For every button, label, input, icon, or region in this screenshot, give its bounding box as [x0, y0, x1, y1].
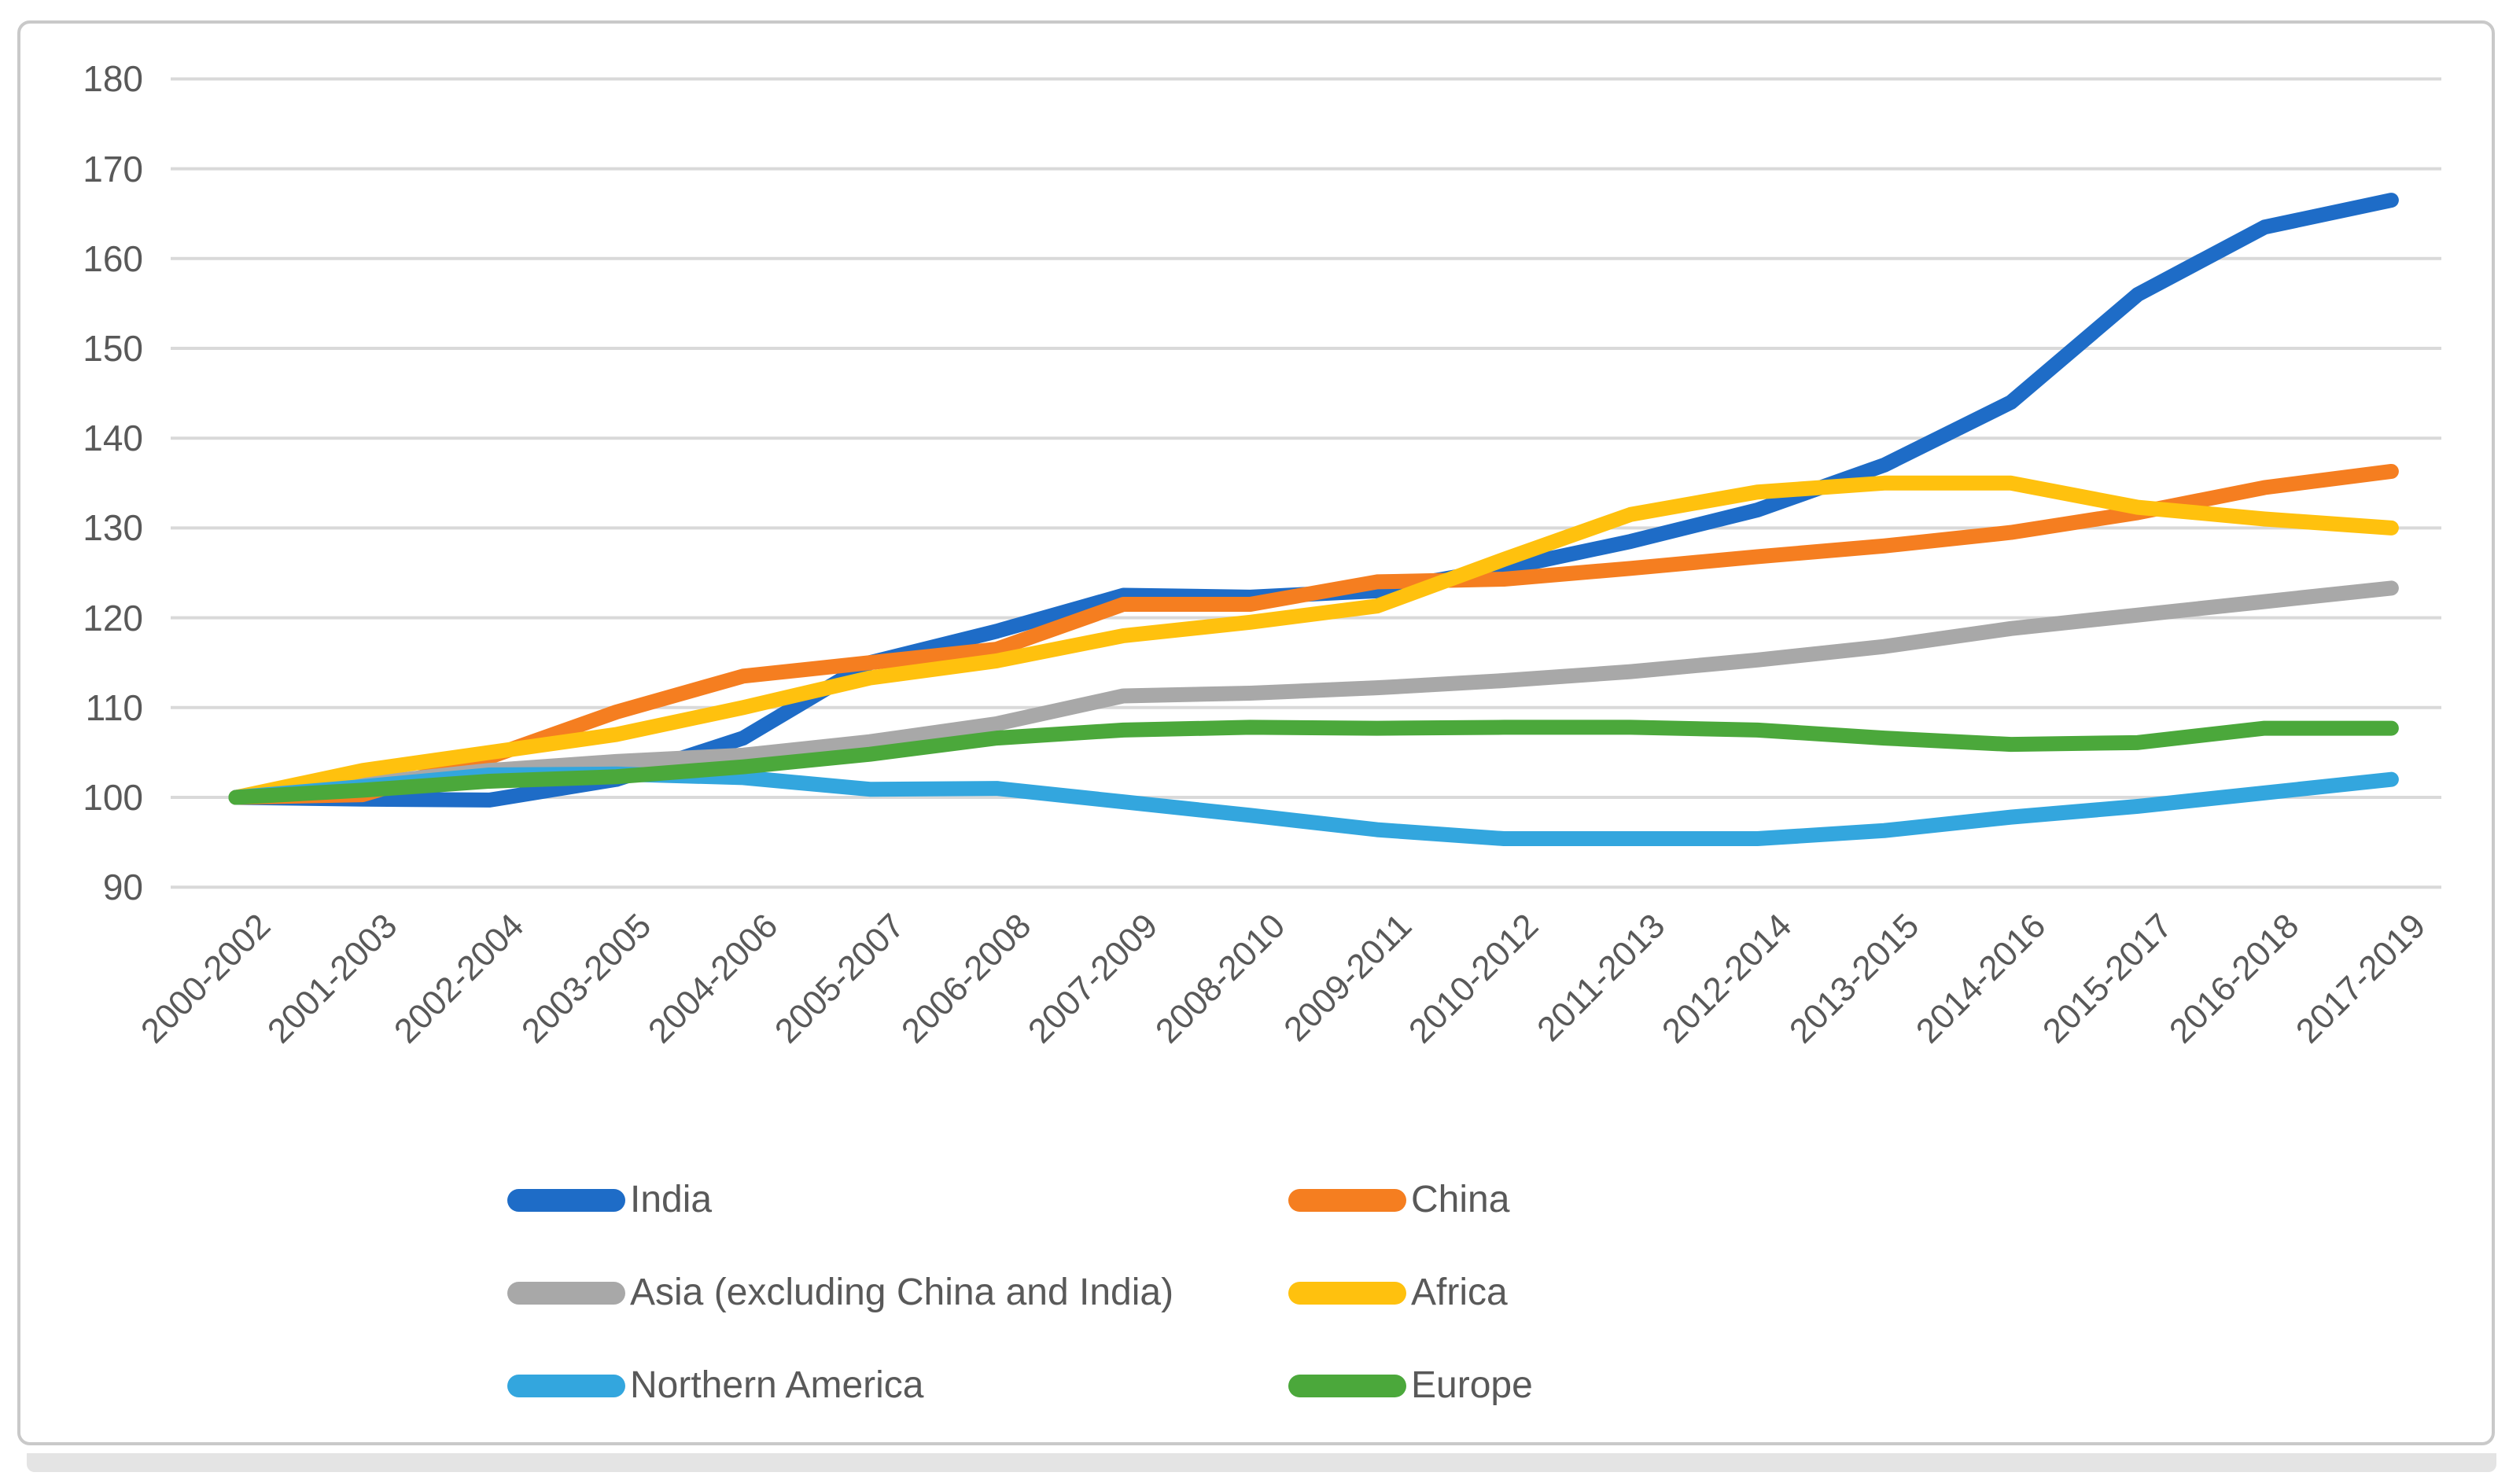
y-axis-label: 130 — [83, 507, 143, 549]
y-axis-label: 110 — [85, 686, 143, 728]
legend-label: Asia (excluding China and India) — [630, 1272, 1174, 1313]
y-axis-label: 100 — [83, 777, 143, 818]
legend-swatch-icon — [507, 1188, 625, 1212]
series-line-china[interactable] — [228, 463, 2399, 805]
legend-swatch-icon — [1288, 1188, 1406, 1212]
legend-swatch-icon — [1288, 1374, 1406, 1397]
legend-item-china[interactable]: China — [1288, 1177, 1509, 1223]
y-axis-label: 160 — [83, 237, 143, 279]
legend-swatch-icon — [507, 1281, 625, 1305]
legend-label: Europe — [1411, 1364, 1533, 1406]
y-axis-label: 180 — [83, 58, 143, 100]
legend-swatch-icon — [1288, 1281, 1406, 1305]
legend-swatch-icon — [507, 1374, 625, 1397]
legend-label: India — [630, 1179, 713, 1220]
y-axis-label: 140 — [83, 418, 143, 459]
series-line-europe[interactable] — [228, 720, 2399, 805]
y-axis-label: 150 — [83, 328, 143, 369]
legend-item-northern-america[interactable]: Northern America — [507, 1363, 923, 1408]
legend-label: Africa — [1411, 1272, 1508, 1313]
legend-item-asia-excluding-china-and-india[interactable]: Asia (excluding China and India) — [507, 1270, 1173, 1316]
legend-item-africa[interactable]: Africa — [1288, 1270, 1508, 1316]
series-line-asia-excluding-china-and-india[interactable] — [228, 580, 2399, 805]
y-axis-label: 120 — [83, 597, 143, 639]
legend-item-europe[interactable]: Europe — [1288, 1363, 1533, 1408]
legend-item-india[interactable]: India — [507, 1177, 712, 1223]
y-axis-label: 90 — [102, 867, 143, 908]
series-line-africa[interactable] — [228, 475, 2399, 805]
legend-label: Northern America — [630, 1364, 924, 1406]
legend-label: China — [1411, 1179, 1510, 1220]
y-axis-label: 170 — [83, 148, 143, 190]
bottom-shadow-strip — [27, 1453, 2496, 1472]
